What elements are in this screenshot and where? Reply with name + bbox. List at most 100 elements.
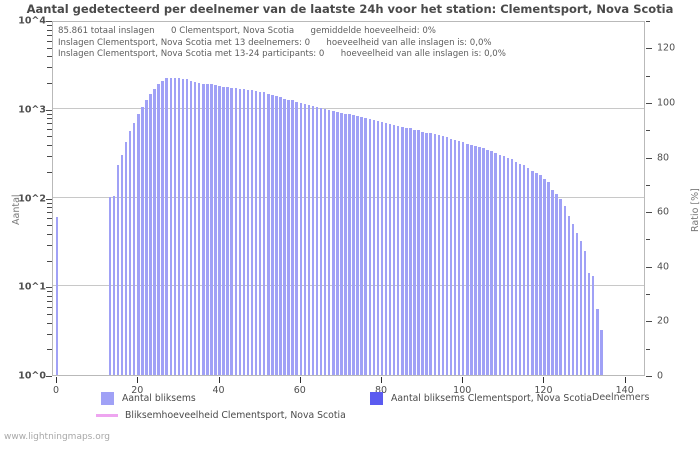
y2-axis-tick-label: 60 — [657, 206, 670, 218]
bar — [470, 145, 473, 375]
bar — [583, 250, 587, 375]
bar — [502, 156, 506, 375]
y-axis-tick — [46, 376, 52, 377]
bar — [555, 193, 558, 375]
bar — [486, 150, 489, 375]
legend-item-bliksemhoeveelheid[interactable]: Bliksemhoeveelheid Clementsport, Nova Sc… — [96, 410, 346, 421]
bar — [449, 138, 453, 375]
y-axis-minor-tick — [47, 113, 52, 115]
y-axis-minor-tick — [47, 67, 52, 69]
bar — [461, 142, 465, 375]
y-axis-minor-tick — [47, 322, 52, 324]
bar — [262, 92, 266, 375]
bar — [331, 110, 335, 375]
x-axis-tick — [462, 377, 464, 383]
bar — [275, 96, 278, 375]
y-axis-minor-tick — [47, 225, 52, 227]
bar — [368, 118, 372, 375]
x-axis-tick-label: 140 — [615, 385, 634, 396]
bar — [445, 137, 449, 375]
bar — [514, 162, 518, 375]
y2-axis-tick-label: 0 — [657, 370, 664, 382]
y-axis-minor-tick — [47, 218, 52, 220]
y-axis-minor-tick — [47, 244, 52, 246]
bar — [364, 117, 367, 375]
bar — [141, 106, 144, 375]
bar — [388, 123, 392, 375]
bar — [518, 163, 522, 375]
x-axis-tick — [56, 377, 58, 383]
y-axis-minor-tick — [47, 207, 52, 209]
y-axis-minor-tick — [47, 145, 52, 147]
bar — [206, 84, 209, 375]
y-axis-minor-tick — [47, 233, 52, 235]
y-axis-minor-tick — [47, 212, 52, 214]
bar — [437, 135, 441, 375]
y-axis-minor-tick — [47, 300, 52, 302]
y-axis-minor-tick — [47, 129, 52, 131]
legend-item-aantal-bliksems-station[interactable]: Aantal bliksems Clementsport, Nova Scoti… — [370, 392, 592, 405]
bar — [55, 217, 59, 375]
bar — [291, 100, 294, 375]
bar — [466, 144, 469, 375]
y-axis-minor-tick — [47, 136, 52, 138]
bar — [587, 273, 591, 375]
x-axis-tick — [299, 377, 301, 383]
bar — [433, 133, 437, 375]
bar — [421, 131, 424, 375]
bar — [323, 108, 327, 375]
y2-axis-tick-label: 40 — [657, 261, 670, 273]
legend-label: Bliksemhoeveelheid Clementsport, Nova Sc… — [125, 410, 346, 421]
y2-axis-tick-label: 100 — [657, 97, 676, 109]
bar — [531, 170, 534, 375]
y2-axis-minor-tick — [646, 130, 650, 132]
footer-url: www.lightningmaps.org — [4, 432, 110, 442]
bar — [392, 124, 396, 375]
annotation-line-3: Inslagen Clementsport, Nova Scotia met 1… — [58, 49, 506, 60]
bar — [177, 78, 181, 375]
bar — [149, 94, 152, 375]
x-axis-tick-label: 0 — [53, 385, 60, 396]
y2-axis-minor-tick — [646, 348, 650, 350]
bar — [295, 101, 298, 375]
bar — [571, 224, 575, 375]
bar — [547, 181, 550, 375]
y2-axis-tick-label: 20 — [657, 315, 670, 327]
bar — [299, 103, 303, 375]
bar — [242, 89, 246, 375]
bar — [153, 89, 156, 375]
x-axis-tick-label: 120 — [534, 385, 553, 396]
bar — [210, 84, 213, 375]
bar — [425, 132, 428, 375]
x-axis-tick-label: 60 — [293, 385, 306, 396]
y-axis-minor-tick — [47, 260, 52, 262]
bar — [218, 85, 221, 375]
y-axis-minor-tick — [47, 83, 52, 85]
bar — [417, 130, 420, 375]
bar — [494, 152, 497, 375]
y-axis-label: Aantal — [11, 194, 22, 225]
bar — [145, 100, 148, 375]
y-axis-tick — [46, 21, 52, 22]
bar — [315, 106, 319, 375]
legend-item-aantal-bliksems[interactable]: Aantal bliksems — [101, 392, 196, 405]
legend-label: Aantal bliksems Clementsport, Nova Scoti… — [391, 393, 593, 404]
x-axis-tick — [218, 377, 220, 383]
y-axis-minor-tick — [47, 313, 52, 315]
y-axis-minor-tick — [47, 40, 52, 42]
bar — [116, 165, 120, 375]
bar — [169, 77, 173, 375]
bar — [372, 119, 376, 375]
y2-axis-minor-tick — [646, 184, 650, 186]
bar — [600, 330, 603, 375]
x-axis-label: Deelnemers — [592, 392, 650, 403]
gridline — [53, 107, 644, 109]
bar — [474, 146, 477, 375]
legend-swatch-icon — [101, 392, 114, 405]
y-axis-minor-tick — [47, 123, 52, 125]
bar — [279, 97, 282, 375]
x-axis-tick — [543, 377, 545, 383]
y-axis-minor-tick — [47, 171, 52, 173]
bar — [596, 309, 599, 375]
bar — [214, 84, 217, 375]
